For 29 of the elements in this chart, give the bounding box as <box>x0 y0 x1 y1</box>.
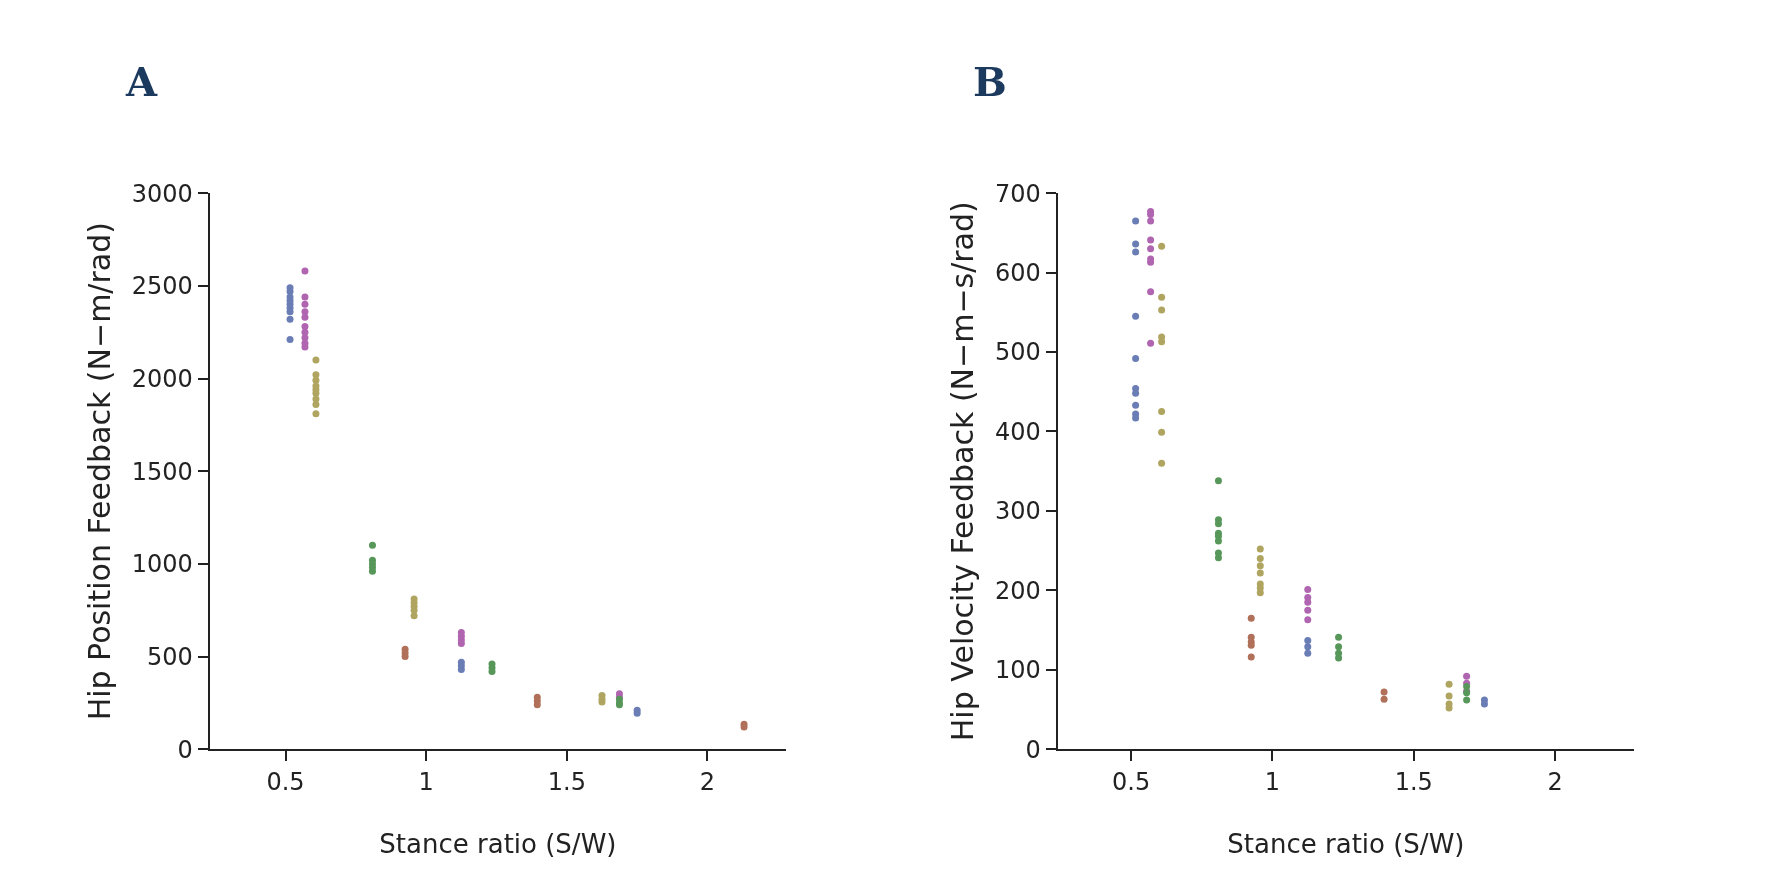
y-tick-label: 300 <box>994 497 1041 526</box>
y-tick-label: 700 <box>994 179 1041 208</box>
y-tick-label: 600 <box>994 258 1041 287</box>
y-tick-label: 3000 <box>131 179 193 208</box>
x-tick-label: 1 <box>418 768 434 797</box>
y-tick-label: 2500 <box>131 272 193 301</box>
y-tick-label: 0 <box>177 735 193 764</box>
y-tick-label: 500 <box>994 338 1041 367</box>
x-tick-label: 2 <box>699 768 716 797</box>
y-tick-label: 100 <box>994 656 1041 685</box>
y-tick-label: 0 <box>1025 735 1041 764</box>
x-tick-label: 1.5 <box>547 768 586 797</box>
x-axis-title: Stance ratio (S/W) <box>379 829 617 860</box>
x-tick-label: 1.5 <box>1394 768 1433 797</box>
x-tick-label: 0.5 <box>1112 768 1151 797</box>
y-tick-label: 500 <box>146 642 193 671</box>
x-tick-label: 2 <box>1547 768 1563 797</box>
y-tick-label: 400 <box>994 417 1041 446</box>
chart-title: A <box>125 58 158 105</box>
x-axis-title: Stance ratio (S/W) <box>1227 829 1465 860</box>
x-tick-label: 0.5 <box>266 768 305 797</box>
y-tick-label: 2000 <box>131 364 193 393</box>
y-axis-title: Hip Position Feedback (N−m/rad) <box>82 222 118 721</box>
y-axis-title: Hip Velocity Feedback (N−m−s/rad) <box>945 201 981 742</box>
x-tick-label: 1 <box>1264 768 1281 797</box>
chart-title: B <box>973 58 1007 105</box>
y-tick-label: 200 <box>994 576 1041 605</box>
y-tick-label: 1500 <box>131 457 193 486</box>
y-tick-label: 1000 <box>131 550 193 579</box>
